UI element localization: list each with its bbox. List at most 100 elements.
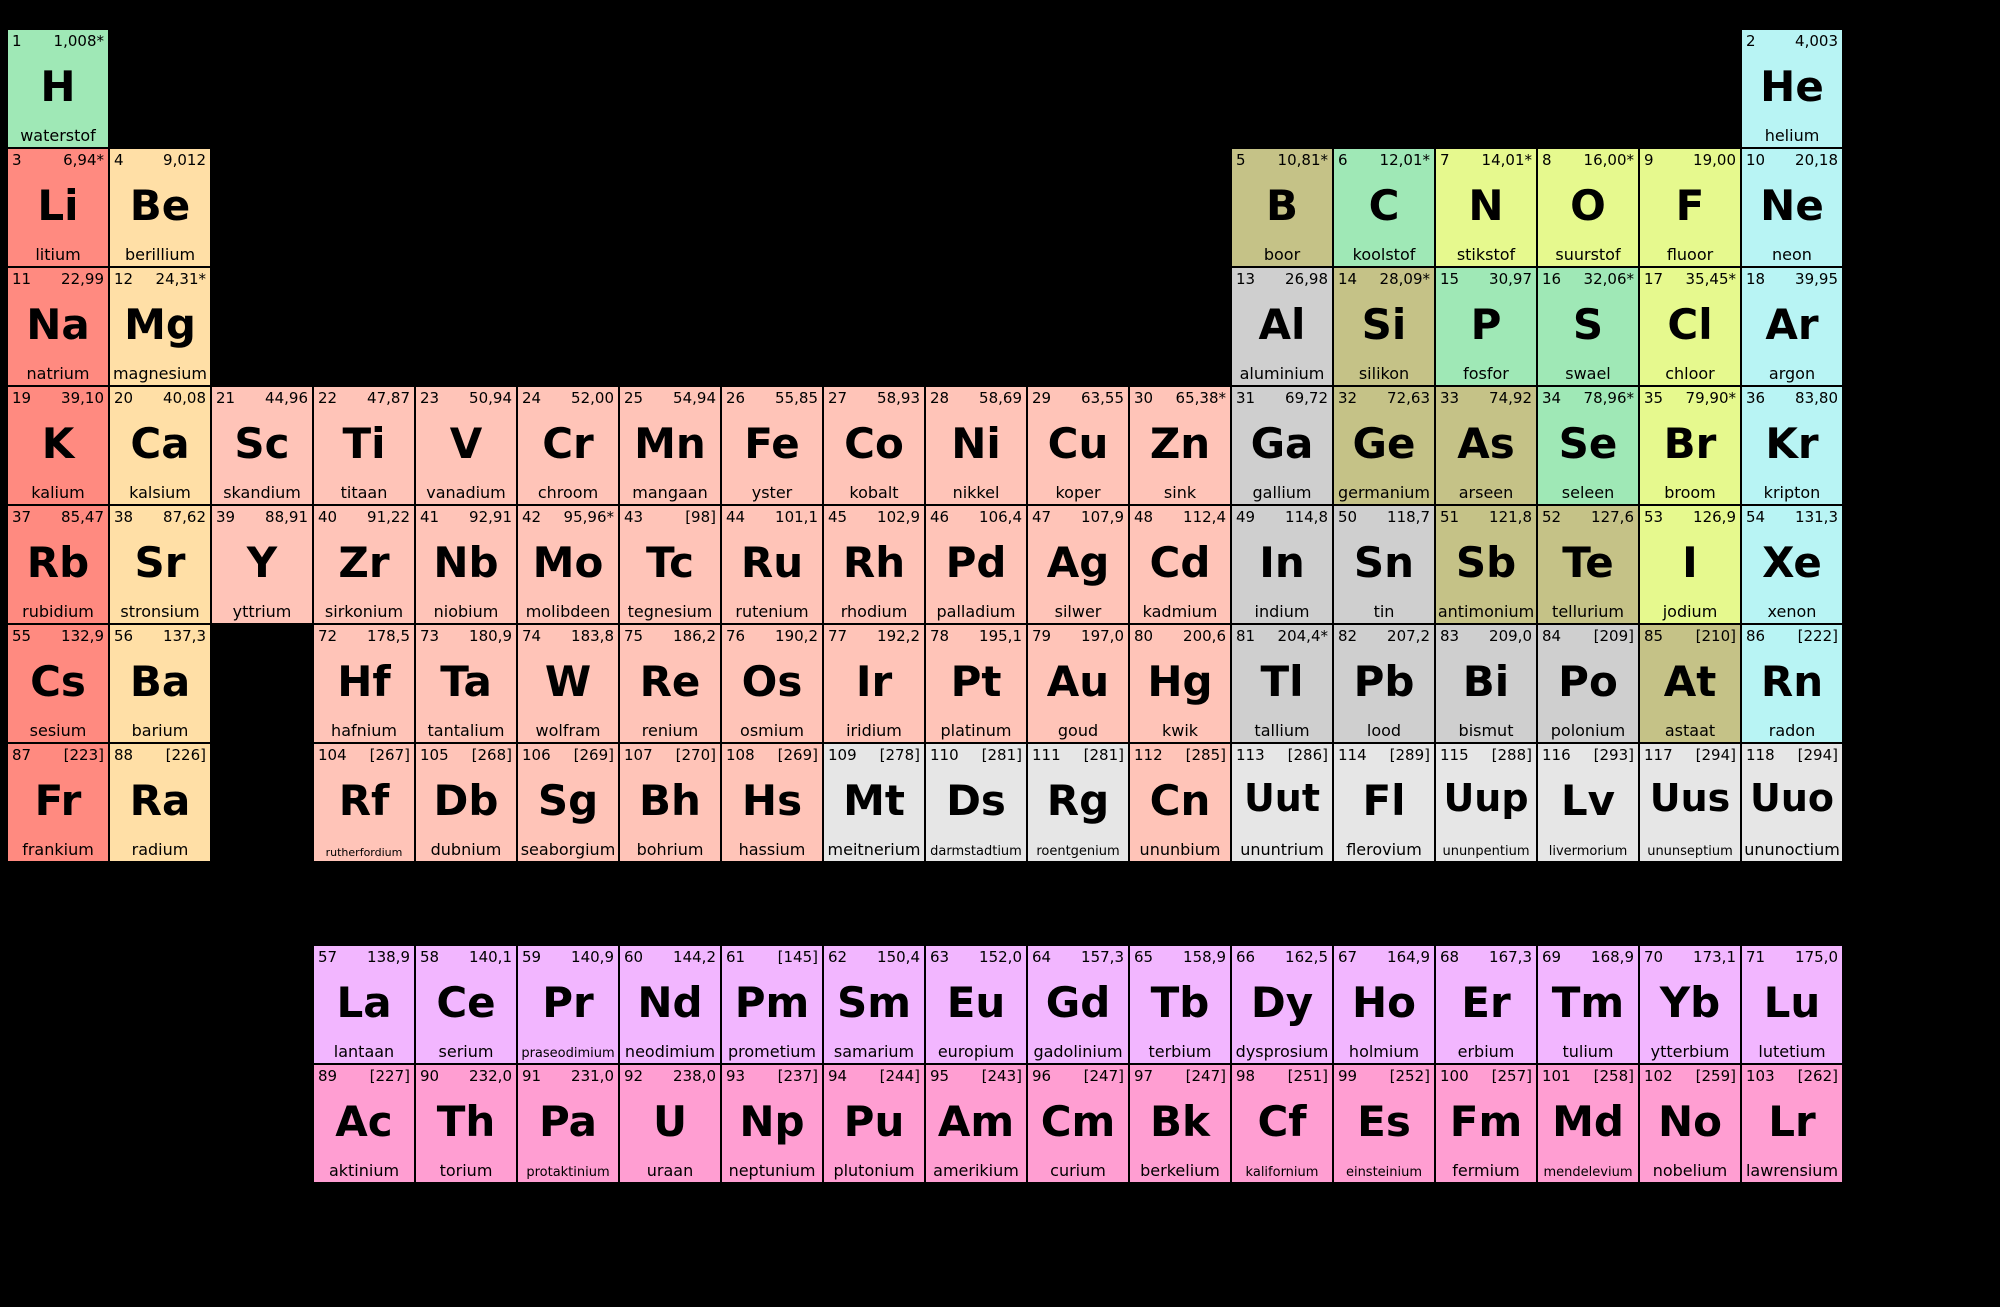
element-cell-Uuo: 118[294]Uuoununoctium: [1741, 743, 1843, 862]
element-cell-Zr: 4091,22Zrsirkonium: [313, 505, 415, 624]
element-symbol: Uup: [1436, 776, 1536, 820]
element-name: torium: [416, 1161, 516, 1180]
element-symbol: Po: [1538, 657, 1638, 706]
element-name: hafnium: [314, 721, 414, 740]
atomic-mass: 24,31*: [156, 270, 206, 288]
element-name: neptunium: [722, 1161, 822, 1180]
element-name: helium: [1742, 126, 1842, 145]
element-symbol: As: [1436, 419, 1536, 468]
element-name: sirkonium: [314, 602, 414, 621]
element-name: neodimium: [620, 1042, 720, 1061]
atomic-number: 23: [420, 389, 439, 407]
element-symbol: H: [8, 62, 108, 111]
element-cell-Ne: 1020,18Neneon: [1741, 148, 1843, 267]
element-symbol: Am: [926, 1097, 1026, 1146]
element-name: arseen: [1436, 483, 1536, 502]
element-symbol: Au: [1028, 657, 1128, 706]
element-name: erbium: [1436, 1042, 1536, 1061]
element-name: bohrium: [620, 840, 720, 859]
element-symbol: Pb: [1334, 657, 1434, 706]
element-cell-He: 24,003Hehelium: [1741, 29, 1843, 148]
element-name: seaborgium: [518, 840, 618, 859]
element-symbol: Sm: [824, 978, 924, 1027]
element-cell-Re: 75186,2Rerenium: [619, 624, 721, 743]
atomic-mass: 79,90*: [1686, 389, 1736, 407]
element-name: palladium: [926, 602, 1026, 621]
element-cell-Ir: 77192,2Iriridium: [823, 624, 925, 743]
element-cell-Uus: 117[294]Uusununseptium: [1639, 743, 1741, 862]
element-cell-Eu: 63152,0Eueuropium: [925, 945, 1027, 1064]
element-name: kadmium: [1130, 602, 1230, 621]
atomic-mass: 1,008*: [54, 32, 104, 50]
element-cell-K: 1939,10Kkalium: [7, 386, 109, 505]
element-symbol: P: [1436, 300, 1536, 349]
element-name: astaat: [1640, 721, 1740, 740]
atomic-mass: 6,94*: [63, 151, 104, 169]
atomic-mass: 55,85: [775, 389, 818, 407]
element-symbol: Ru: [722, 538, 822, 587]
atomic-mass: [289]: [1390, 746, 1430, 764]
atomic-number: 75: [624, 627, 643, 645]
atomic-number: 72: [318, 627, 337, 645]
element-cell-At: 85[210]Atastaat: [1639, 624, 1741, 743]
atomic-mass: 78,96*: [1584, 389, 1634, 407]
element-symbol: Sr: [110, 538, 210, 587]
element-symbol: La: [314, 978, 414, 1027]
atomic-number: 44: [726, 508, 745, 526]
element-name: skandium: [212, 483, 312, 502]
element-name: dubnium: [416, 840, 516, 859]
element-name: kwik: [1130, 721, 1230, 740]
atomic-mass: 168,9: [1591, 948, 1634, 966]
element-cell-Se: 3478,96*Seseleen: [1537, 386, 1639, 505]
atomic-mass: 14,01*: [1482, 151, 1532, 169]
element-cell-As: 3374,92Asarseen: [1435, 386, 1537, 505]
atomic-number: 41: [420, 508, 439, 526]
atomic-number: 81: [1236, 627, 1255, 645]
atomic-mass: 121,8: [1489, 508, 1532, 526]
atomic-number: 46: [930, 508, 949, 526]
element-name: germanium: [1334, 483, 1434, 502]
atomic-number: 36: [1746, 389, 1765, 407]
element-cell-Ra: 88[226]Raradium: [109, 743, 211, 862]
element-cell-Y: 3988,91Yyttrium: [211, 505, 313, 624]
element-name: nikkel: [926, 483, 1026, 502]
atomic-number: 109: [828, 746, 857, 764]
element-name: berkelium: [1130, 1161, 1230, 1180]
element-name: bismut: [1436, 721, 1536, 740]
atomic-mass: 39,95: [1795, 270, 1838, 288]
atomic-mass: 9,012: [163, 151, 206, 169]
atomic-number: 82: [1338, 627, 1357, 645]
element-cell-Kr: 3683,80Krkripton: [1741, 386, 1843, 505]
atomic-mass: [285]: [1186, 746, 1226, 764]
atomic-mass: 232,0: [469, 1067, 512, 1085]
element-name: suurstof: [1538, 245, 1638, 264]
atomic-mass: 95,96*: [564, 508, 614, 526]
element-symbol: Ce: [416, 978, 516, 1027]
element-cell-Tm: 69168,9Tmtulium: [1537, 945, 1639, 1064]
element-name: gallium: [1232, 483, 1332, 502]
element-symbol: Ta: [416, 657, 516, 706]
atomic-mass: [288]: [1492, 746, 1532, 764]
element-name: samarium: [824, 1042, 924, 1061]
element-symbol: Ni: [926, 419, 1026, 468]
element-symbol: Mg: [110, 300, 210, 349]
atomic-number: 18: [1746, 270, 1765, 288]
element-name: tin: [1334, 602, 1434, 621]
element-name: rutherfordium: [314, 846, 414, 859]
atomic-mass: [269]: [778, 746, 818, 764]
element-cell-Md: 101[258]Mdmendelevium: [1537, 1064, 1639, 1183]
atomic-mass: 127,6: [1591, 508, 1634, 526]
atomic-mass: [270]: [676, 746, 716, 764]
atomic-mass: [226]: [166, 746, 206, 764]
atomic-mass: 157,3: [1081, 948, 1124, 966]
atomic-number: 108: [726, 746, 755, 764]
element-symbol: Ra: [110, 776, 210, 825]
atomic-mass: 58,69: [979, 389, 1022, 407]
element-name: fermium: [1436, 1161, 1536, 1180]
element-cell-Rb: 3785,47Rbrubidium: [7, 505, 109, 624]
element-cell-Cr: 2452,00Crchroom: [517, 386, 619, 505]
element-cell-Sg: 106[269]Sgseaborgium: [517, 743, 619, 862]
atomic-number: 12: [114, 270, 133, 288]
atomic-number: 8: [1542, 151, 1552, 169]
atomic-mass: 209,0: [1489, 627, 1532, 645]
